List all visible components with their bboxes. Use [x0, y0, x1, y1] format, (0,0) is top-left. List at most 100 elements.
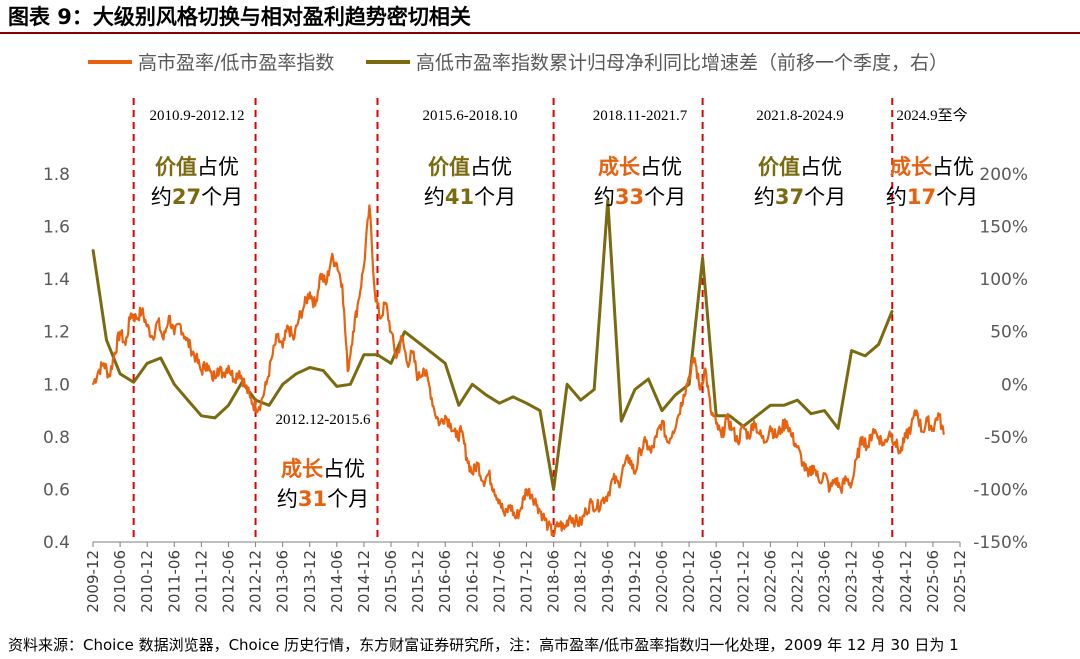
- pe-ratio-point: [357, 299, 360, 302]
- pe-ratio-point: [558, 522, 560, 525]
- pe-ratio-point: [341, 283, 344, 286]
- pe-ratio-point: [119, 330, 121, 333]
- pe-ratio-point: [780, 428, 782, 430]
- pe-ratio-point: [493, 488, 495, 491]
- growth-diff-point: [105, 339, 108, 341]
- x-tick-label: 2014-12: [355, 550, 373, 613]
- pe-ratio-point: [791, 436, 793, 438]
- pe-ratio-point: [520, 507, 522, 509]
- pe-ratio-point: [596, 507, 598, 509]
- x-tick-label: 2020-12: [680, 550, 698, 613]
- pe-ratio-point: [845, 478, 847, 480]
- pe-ratio-point: [764, 441, 766, 443]
- growth-diff-point: [485, 394, 487, 396]
- growth-diff-point: [146, 362, 148, 365]
- growth-diff-point: [579, 399, 582, 401]
- pe-ratio-point: [677, 415, 679, 417]
- pe-ratio-point: [103, 362, 105, 365]
- y-right-tick-label: 0%: [1001, 375, 1028, 395]
- growth-diff-point: [850, 349, 853, 352]
- pe-ratio-point: [504, 514, 506, 517]
- pe-ratio-point: [709, 409, 712, 412]
- pe-ratio-point: [737, 441, 739, 443]
- growth-diff-point: [173, 383, 176, 386]
- pe-ratio-point: [942, 433, 945, 436]
- pe-ratio-point: [189, 346, 192, 349]
- pe-ratio-point: [417, 378, 419, 380]
- period-duration-suffix: 个月: [327, 487, 369, 511]
- pe-ratio-point: [601, 499, 604, 501]
- period-months: 17: [907, 185, 936, 209]
- pe-ratio-point: [433, 409, 436, 412]
- pe-ratio-point: [368, 204, 371, 207]
- pe-ratio-point: [222, 373, 224, 375]
- pe-ratio-point: [726, 417, 728, 420]
- pe-ratio-point: [731, 428, 734, 430]
- x-tick-label: 2022-12: [788, 550, 806, 613]
- period-duration-text: 约33个月: [594, 185, 686, 209]
- pe-ratio-point: [292, 338, 295, 341]
- x-tick-label: 2017-12: [518, 550, 536, 613]
- source-note: 资料来源：Choice 数据浏览器，Choice 历史行情，东方财富证券研究所，…: [8, 636, 959, 654]
- pe-ratio-point: [867, 446, 869, 449]
- pe-ratio-point: [466, 457, 468, 459]
- pe-ratio-point: [850, 483, 853, 486]
- period-verb: 占优: [197, 155, 239, 179]
- growth-diff-point: [837, 427, 839, 430]
- pe-ratio-point: [932, 428, 934, 430]
- growth-diff-point: [566, 383, 568, 386]
- pe-ratio-point: [639, 449, 642, 451]
- pe-ratio-point: [173, 333, 176, 336]
- pe-ratio-point: [281, 346, 284, 349]
- pe-ratio-point: [141, 309, 143, 312]
- pe-ratio-point: [688, 375, 690, 378]
- pe-ratio-point: [775, 436, 777, 438]
- period-style-text: 成长占优: [281, 457, 365, 481]
- growth-diff-point: [376, 354, 379, 356]
- period-months: 33: [615, 185, 644, 209]
- period-duration-text: 约17个月: [886, 185, 978, 209]
- pe-ratio-point: [823, 472, 826, 475]
- y-right-tick-label: 100%: [979, 270, 1028, 290]
- period-months: 31: [298, 487, 327, 511]
- growth-diff-point: [539, 409, 541, 412]
- pe-ratio-point: [921, 430, 923, 433]
- period-style-label: 价值: [758, 155, 800, 179]
- pe-ratio-point: [812, 465, 815, 467]
- pe-ratio-point: [276, 336, 279, 338]
- pe-ratio-point: [178, 323, 181, 325]
- x-tick-label: 2011-06: [165, 550, 183, 613]
- x-tick-label: 2013-06: [274, 550, 292, 613]
- pe-ratio-point: [818, 480, 820, 483]
- pe-ratio-point: [829, 488, 831, 491]
- pe-ratio-point: [157, 320, 159, 323]
- period-style-text: 成长占优: [598, 155, 682, 179]
- period-duration-prefix: 约: [754, 185, 775, 209]
- pe-ratio-point: [834, 478, 837, 480]
- pe-ratio-point: [249, 396, 251, 399]
- period-style-label: 成长: [890, 155, 933, 179]
- pe-ratio-point: [238, 370, 241, 372]
- pe-ratio-point: [926, 420, 929, 422]
- pe-ratio-point: [699, 388, 701, 391]
- growth-diff-point: [471, 383, 474, 386]
- period-duration-prefix: 约: [424, 185, 445, 209]
- period-verb: 占优: [932, 155, 974, 179]
- x-axis: 2009-12 2010-06 2010-12 2011-06 2011-12 2012-…: [84, 542, 969, 613]
- x-tick-label: 2011-12: [192, 550, 210, 613]
- period-duration-suffix: 个月: [201, 185, 243, 209]
- x-tick-label: 2015-06: [382, 550, 400, 613]
- growth-diff-point: [444, 362, 447, 365]
- pe-ratio-point: [877, 436, 880, 438]
- period-duration-suffix: 个月: [936, 185, 978, 209]
- pe-ratio-point: [384, 302, 387, 304]
- pe-ratio-point: [449, 422, 452, 425]
- pe-ratio-point: [439, 422, 441, 425]
- growth-diff-point: [688, 383, 690, 386]
- pe-ratio-point: [363, 265, 365, 267]
- period-style-label: 成长: [598, 155, 641, 179]
- pe-ratio-point: [455, 436, 457, 438]
- y-left-tick-label: 1.4: [43, 270, 70, 290]
- growth-diff-point: [363, 354, 365, 356]
- pe-ratio-point: [807, 475, 810, 478]
